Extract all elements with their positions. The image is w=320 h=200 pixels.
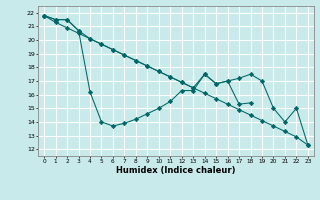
- X-axis label: Humidex (Indice chaleur): Humidex (Indice chaleur): [116, 166, 236, 175]
